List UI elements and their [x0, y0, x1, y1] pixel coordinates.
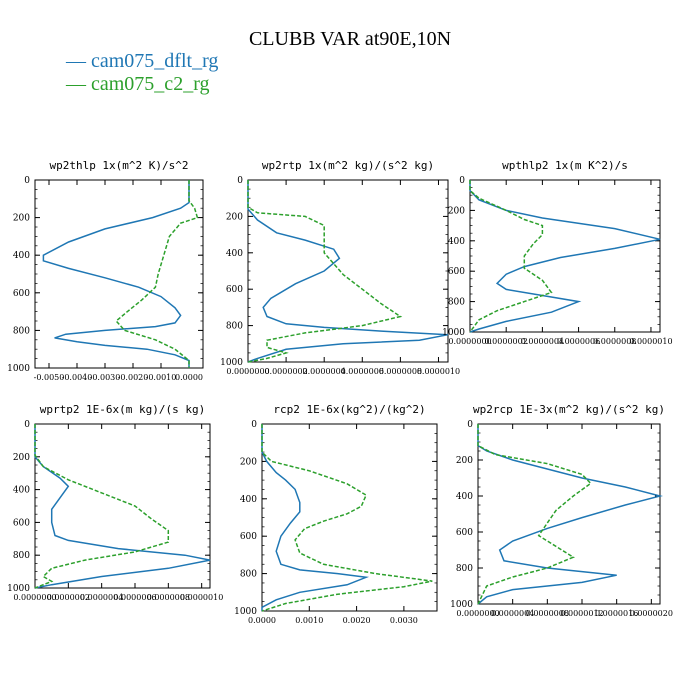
- y-tick-label-3-1: 200: [13, 453, 30, 463]
- panel-frame-5: [477, 423, 661, 605]
- x-tick-label-3-2: 0.0000004: [80, 593, 123, 602]
- x-tick-label-1-1: 0.0000002: [264, 367, 307, 376]
- y-tick-label-1-5: 1000: [220, 358, 243, 368]
- y-tick-label-5-1: 200: [456, 456, 473, 466]
- series-line-5-0: [477, 424, 663, 605]
- x-tick-label-0-5: 0.0000: [175, 373, 203, 382]
- y-tick-label-3-5: 1000: [7, 584, 30, 594]
- series-line-1-0: [247, 180, 449, 363]
- x-tick-label-5-0: 0.0000000: [456, 609, 499, 618]
- y-tick-label-1-1: 200: [226, 212, 243, 222]
- x-tick-label-3-5: 0.0000010: [180, 593, 223, 602]
- panel-frame-0: [34, 179, 204, 369]
- x-tick-label-1-5: 0.0000010: [417, 367, 460, 376]
- y-tick-label-4-0: 0: [251, 420, 257, 430]
- panel-title-3: wprtp2 1E-6x(m kg)/(s kg): [40, 403, 206, 416]
- panel-title-0: wp2thlp 1x(m^2 K)/s^2: [49, 159, 188, 172]
- x-tick-label-4-3: 0.0030: [390, 616, 418, 625]
- y-tick-label-0-4: 800: [13, 326, 30, 336]
- x-tick-label-0-3: -0.0020: [118, 373, 149, 382]
- x-tick-label-0-1: -0.0040: [62, 373, 93, 382]
- x-tick-label-2-5: 0.0000010: [629, 337, 672, 346]
- x-tick-label-2-3: 0.0000006: [557, 337, 600, 346]
- x-tick-label-0-2: -0.0030: [90, 373, 121, 382]
- legend-entry-c2: — cam075_c2_rg: [66, 73, 210, 95]
- panel-title-1: wp2rtp 1x(m^2 kg)/(s^2 kg): [262, 159, 434, 172]
- y-tick-label-1-0: 0: [237, 176, 243, 186]
- x-tick-label-4-1: 0.0010: [295, 616, 323, 625]
- y-tick-label-0-3: 600: [13, 289, 30, 299]
- y-tick-label-3-2: 400: [13, 486, 30, 496]
- series-line-0-0: [42, 180, 190, 368]
- y-tick-label-4-2: 400: [240, 495, 257, 505]
- y-tick-label-1-3: 600: [226, 285, 243, 295]
- series-line-3-1: [34, 424, 170, 589]
- series-line-2-1: [469, 180, 553, 333]
- x-tick-label-5-3: 0.0000012: [560, 609, 603, 618]
- series-line-1-1: [247, 180, 403, 363]
- series-line-2-0: [469, 180, 661, 333]
- y-tick-label-3-4: 800: [13, 551, 30, 561]
- x-tick-label-1-3: 0.0000006: [341, 367, 384, 376]
- x-tick-label-5-4: 0.0000016: [595, 609, 638, 618]
- x-tick-label-2-0: 0.0000000: [448, 337, 491, 346]
- y-tick-label-5-5: 1000: [450, 600, 473, 610]
- series-line-4-1: [261, 424, 433, 612]
- series-line-0-1: [115, 180, 199, 368]
- x-tick-label-5-1: 0.0000004: [491, 609, 534, 618]
- x-tick-label-5-5: 0.0000020: [630, 609, 673, 618]
- y-tick-label-4-3: 600: [240, 532, 257, 542]
- y-tick-label-2-4: 800: [448, 298, 465, 308]
- x-tick-label-1-4: 0.0000008: [379, 367, 422, 376]
- y-tick-label-0-0: 0: [24, 176, 30, 186]
- legend-entry-dflt: — cam075_dflt_rg: [66, 50, 219, 72]
- x-tick-label-4-2: 0.0020: [343, 616, 371, 625]
- y-tick-label-1-2: 400: [226, 249, 243, 259]
- x-tick-label-3-4: 0.0000008: [147, 593, 190, 602]
- x-tick-label-0-4: -0.0010: [146, 373, 177, 382]
- y-tick-label-5-3: 600: [456, 528, 473, 538]
- y-tick-label-0-2: 400: [13, 251, 30, 261]
- y-tick-label-3-0: 0: [24, 420, 30, 430]
- panel-frame-3: [34, 423, 211, 589]
- y-tick-label-5-2: 400: [456, 492, 473, 502]
- y-tick-label-2-3: 600: [448, 267, 465, 277]
- panel-title-5: wp2rcp 1E-3x(m^2 kg)/(s^2 kg): [473, 403, 665, 416]
- x-tick-label-2-4: 0.0000008: [593, 337, 636, 346]
- x-tick-label-4-0: 0.0000: [248, 616, 276, 625]
- y-tick-label-2-5: 1000: [442, 328, 465, 338]
- series-line-3-0: [34, 424, 211, 589]
- y-tick-label-5-4: 800: [456, 564, 473, 574]
- series-line-5-1: [477, 424, 592, 605]
- y-tick-label-2-0: 0: [459, 176, 465, 186]
- y-tick-label-4-4: 800: [240, 570, 257, 580]
- y-tick-label-5-0: 0: [467, 420, 473, 430]
- x-tick-label-3-0: 0.0000000: [13, 593, 56, 602]
- x-tick-label-0-0: -0.0050: [34, 373, 65, 382]
- x-tick-label-3-1: 0.0000002: [47, 593, 90, 602]
- y-tick-label-0-1: 200: [13, 214, 30, 224]
- x-tick-label-1-0: 0.0000000: [226, 367, 269, 376]
- panel-title-4: rcp2 1E-6x(kg^2)/(kg^2): [273, 403, 425, 416]
- x-tick-label-2-1: 0.0000002: [485, 337, 528, 346]
- panel-frame-1: [247, 179, 449, 363]
- x-tick-label-1-2: 0.0000004: [303, 367, 346, 376]
- y-tick-label-2-2: 400: [448, 237, 465, 247]
- panel-frame-4: [261, 423, 438, 612]
- y-tick-label-4-5: 1000: [234, 607, 257, 617]
- series-line-4-0: [261, 424, 370, 611]
- x-tick-label-3-3: 0.0000006: [113, 593, 156, 602]
- y-tick-label-0-5: 1000: [7, 364, 30, 374]
- y-tick-label-3-3: 600: [13, 518, 30, 528]
- figure-title: CLUBB VAR at90E,10N: [248, 28, 452, 50]
- x-tick-label-5-2: 0.0000008: [526, 609, 569, 618]
- x-tick-label-2-2: 0.0000004: [521, 337, 564, 346]
- y-tick-label-1-4: 800: [226, 322, 243, 332]
- panel-title-2: wpthlp2 1x(m K^2)/s: [502, 159, 628, 172]
- y-tick-label-4-1: 200: [240, 457, 257, 467]
- y-tick-label-2-1: 200: [448, 206, 465, 216]
